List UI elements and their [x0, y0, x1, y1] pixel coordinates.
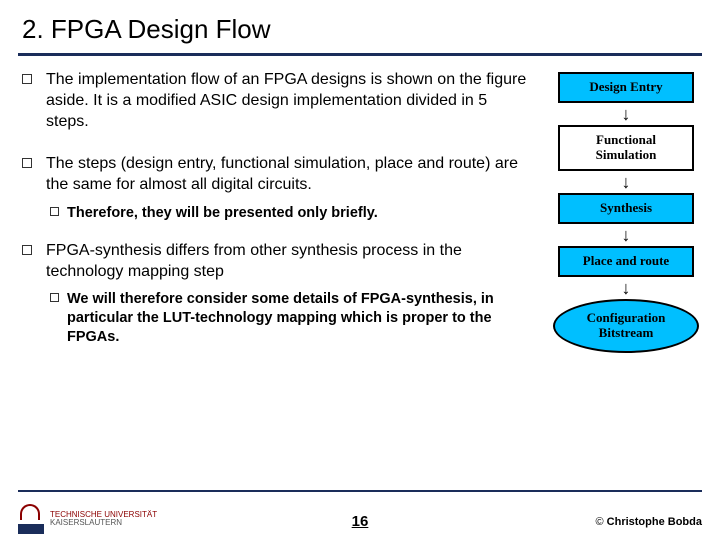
- sub-bullet-item: Therefore, they will be presented only b…: [50, 204, 534, 223]
- bullet-marker: [22, 158, 32, 168]
- page-number: 16: [352, 513, 369, 530]
- sub-bullet-marker: [50, 207, 59, 216]
- bullet-item: The implementation flow of an FPGA desig…: [22, 70, 534, 132]
- flowchart: Design Entry ↓ Functional Simulation ↓ S…: [542, 70, 710, 355]
- bullet-text: The steps (design entry, functional simu…: [46, 154, 534, 196]
- flow-box-label: Synthesis: [600, 201, 652, 216]
- sub-bullet-item: We will therefore consider some details …: [50, 290, 534, 347]
- university-logo: TECHNISCHE UNIVERSITÄT KAISERSLAUTERN: [18, 504, 157, 534]
- bullet-group: FPGA-synthesis differs from other synthe…: [22, 241, 534, 347]
- flow-ellipse-bitstream: Configuration Bitstream: [553, 299, 699, 353]
- arrow-down-icon: ↓: [622, 226, 631, 244]
- arrow-down-icon: ↓: [622, 279, 631, 297]
- flow-box-synthesis: Synthesis: [558, 193, 694, 224]
- flow-box-label: Functional Simulation: [596, 133, 657, 163]
- flow-box-label: Place and route: [583, 254, 669, 269]
- bullet-group: The steps (design entry, functional simu…: [22, 154, 534, 222]
- bullet-marker: [22, 74, 32, 84]
- copyright: © © Christophe BobdaChristophe Bobda: [595, 516, 702, 528]
- logo-line2: KAISERSLAUTERN: [50, 518, 122, 527]
- flow-box-label: Design Entry: [589, 80, 662, 95]
- slide-title: 2. FPGA Design Flow: [0, 0, 720, 53]
- arrow-down-icon: ↓: [622, 105, 631, 123]
- sub-bullet-marker: [50, 293, 59, 302]
- copyright-text: © © Christophe BobdaChristophe Bobda: [595, 516, 702, 528]
- arrow-down-icon: ↓: [622, 173, 631, 191]
- flow-box-place-route: Place and route: [558, 246, 694, 277]
- logo-mark-icon: [18, 504, 44, 534]
- footer: TECHNISCHE UNIVERSITÄT KAISERSLAUTERN 16…: [0, 492, 720, 540]
- sub-bullet-text: We will therefore consider some details …: [67, 290, 534, 347]
- bullet-text: FPGA-synthesis differs from other synthe…: [46, 241, 534, 283]
- slide: 2. FPGA Design Flow The implementation f…: [0, 0, 720, 540]
- logo-text: TECHNISCHE UNIVERSITÄT KAISERSLAUTERN: [50, 511, 157, 528]
- flow-ellipse-label: Configuration Bitstream: [587, 311, 666, 341]
- flow-box-design-entry: Design Entry: [558, 72, 694, 103]
- bullet-item: FPGA-synthesis differs from other synthe…: [22, 241, 534, 283]
- sub-bullet-text: Therefore, they will be presented only b…: [67, 204, 378, 223]
- bullet-marker: [22, 245, 32, 255]
- text-column: The implementation flow of an FPGA desig…: [22, 70, 542, 355]
- content-area: The implementation flow of an FPGA desig…: [0, 56, 720, 355]
- bullet-item: The steps (design entry, functional simu…: [22, 154, 534, 196]
- bullet-text: The implementation flow of an FPGA desig…: [46, 70, 534, 132]
- flow-box-functional-simulation: Functional Simulation: [558, 125, 694, 171]
